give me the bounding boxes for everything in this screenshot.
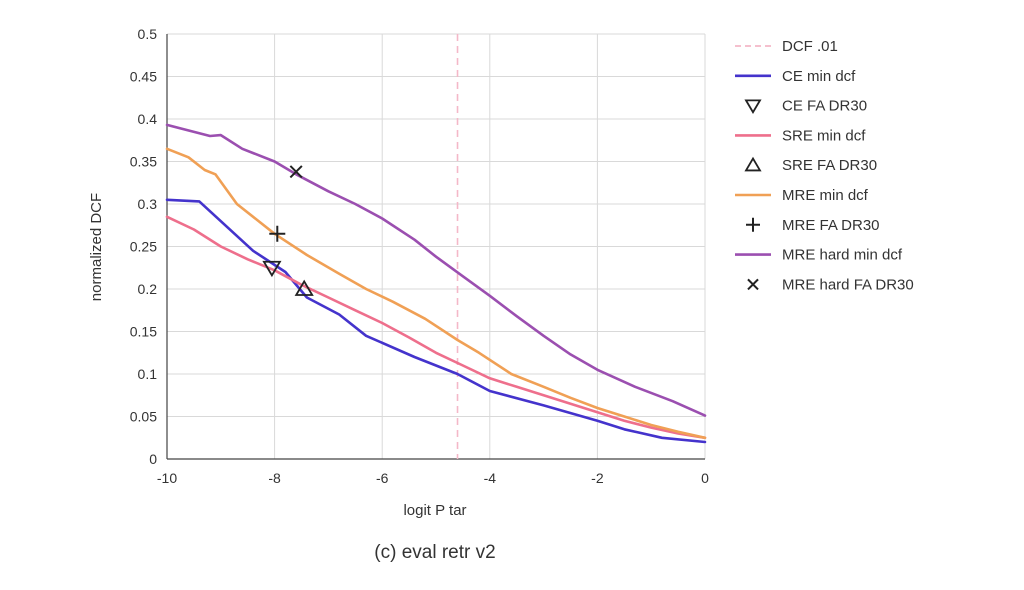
y-tick-label: 0.1 bbox=[138, 366, 158, 382]
legend-swatch-mre-hard-fa-dr30 bbox=[747, 278, 759, 291]
x-tick-label: -6 bbox=[376, 470, 389, 486]
x-tick-label: -10 bbox=[157, 470, 177, 486]
y-tick-label: 0.05 bbox=[130, 409, 157, 425]
y-axis-label: normalized DCF bbox=[88, 193, 105, 301]
y-tick-label: 0.5 bbox=[138, 26, 158, 42]
legend-swatch-ce-fa-dr30 bbox=[744, 99, 762, 115]
legend-swatch-mre-fa-dr30 bbox=[746, 217, 760, 232]
legend: DCF .01 CE min dcf CE FA DR30 SRE min dcf SR… bbox=[735, 38, 914, 293]
figure-caption: (c) eval retr v2 bbox=[374, 542, 495, 563]
marker-mre-hard-fa-dr30 bbox=[289, 165, 303, 179]
legend-label: MRE min dcf bbox=[782, 187, 869, 204]
y-tick-label: 0.3 bbox=[138, 196, 158, 212]
x-tick-label: -4 bbox=[484, 470, 497, 486]
x-tick-label: -2 bbox=[591, 470, 604, 486]
series-line-ce-min-dcf bbox=[165, 198, 707, 444]
y-tick-label: 0.45 bbox=[130, 69, 157, 85]
x-axis-label: logit P tar bbox=[403, 502, 466, 519]
y-tick-label: 0 bbox=[149, 451, 157, 467]
marker-ce-fa-dr30 bbox=[262, 260, 282, 278]
legend-label: MRE hard min dcf bbox=[782, 247, 903, 264]
series-line-mre-min-dcf bbox=[165, 147, 707, 440]
legend-label: MRE FA DR30 bbox=[782, 217, 880, 234]
series-lines bbox=[165, 123, 707, 444]
legend-label: DCF .01 bbox=[782, 38, 838, 55]
legend-label: MRE hard FA DR30 bbox=[782, 276, 914, 293]
series-line-mre-hard-min-dcf bbox=[165, 123, 707, 417]
fa-markers bbox=[262, 165, 314, 296]
y-tick-label: 0.35 bbox=[130, 154, 157, 170]
grid-lines bbox=[166, 33, 706, 460]
series-line-sre-min-dcf bbox=[165, 215, 707, 440]
y-tick-label: 0.2 bbox=[138, 281, 158, 297]
y-tick-label: 0.15 bbox=[130, 324, 157, 340]
marker-sre-fa-dr30 bbox=[294, 279, 314, 296]
marker-mre-fa-dr30 bbox=[269, 225, 286, 242]
legend-label: SRE min dcf bbox=[782, 127, 866, 144]
x-tick-label: -8 bbox=[268, 470, 281, 486]
legend-label: CE min dcf bbox=[782, 68, 856, 85]
y-tick-label: 0.25 bbox=[130, 239, 157, 255]
axes: -10 -8 -6 -4 -2 0 0 0.05 0.1 0.15 0.2 0.25 0.3 0.35 0.… bbox=[130, 26, 709, 486]
y-tick-label: 0.4 bbox=[138, 111, 158, 127]
legend-label: CE FA DR30 bbox=[782, 98, 867, 115]
legend-label: SRE FA DR30 bbox=[782, 157, 877, 174]
legend-swatch-sre-fa-dr30 bbox=[744, 156, 762, 172]
x-tick-label: 0 bbox=[701, 470, 709, 486]
